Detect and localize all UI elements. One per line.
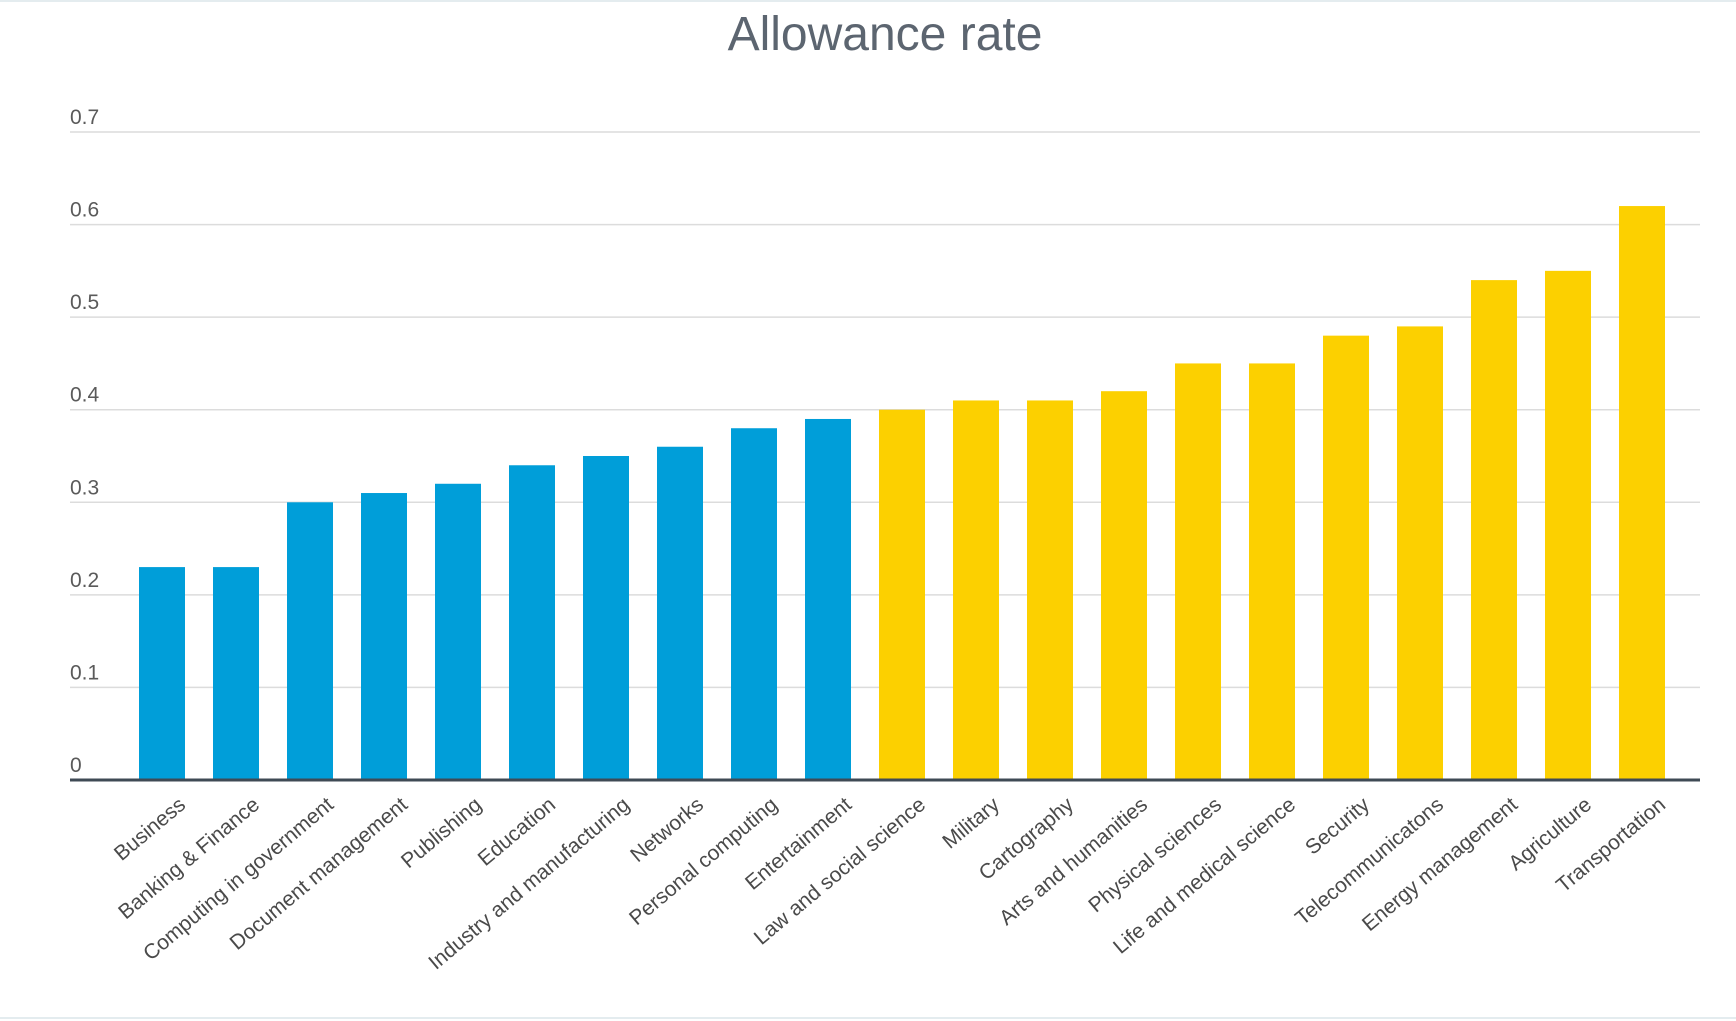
bar [805,418,851,780]
bar [213,567,259,780]
y-tick-label: 0.6 [70,199,99,222]
category-label: Security [1301,793,1374,860]
bar [879,409,925,780]
bar [953,400,999,780]
bar [435,483,481,780]
bar [1027,400,1073,780]
y-tick-label: 0.5 [70,291,99,314]
bar-layer [139,206,1665,781]
y-tick-label: 0.2 [70,569,99,592]
y-tick-label: 0.4 [70,384,100,407]
bar [1545,270,1591,780]
category-label: Publishing [397,793,486,873]
bar [731,428,777,780]
bar [1175,363,1221,780]
bar [1471,280,1517,780]
bar [1619,206,1665,781]
y-tick-label: 0.3 [70,476,99,499]
bar [509,465,555,780]
bar [1397,326,1443,780]
bar [1101,391,1147,780]
bar [287,502,333,780]
y-tick-label: 0 [70,754,82,777]
bar [139,567,185,780]
bar [583,456,629,780]
category-label: Physical sciences [1084,793,1226,917]
bar [361,493,407,780]
axis-layer: 0 0.1 0.2 0.3 0.4 0.5 0.6 0.7 [70,106,1700,782]
category-label: Military [938,793,1004,854]
bar [657,446,703,780]
chart-title: Allowance rate [728,8,1043,61]
bar [1249,363,1295,780]
y-tick-label: 0.7 [70,106,99,129]
y-tick-label: 0.1 [70,661,99,684]
bar [1323,335,1369,780]
